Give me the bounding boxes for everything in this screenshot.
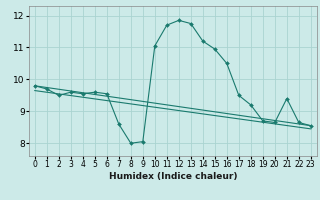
X-axis label: Humidex (Indice chaleur): Humidex (Indice chaleur) <box>108 172 237 181</box>
